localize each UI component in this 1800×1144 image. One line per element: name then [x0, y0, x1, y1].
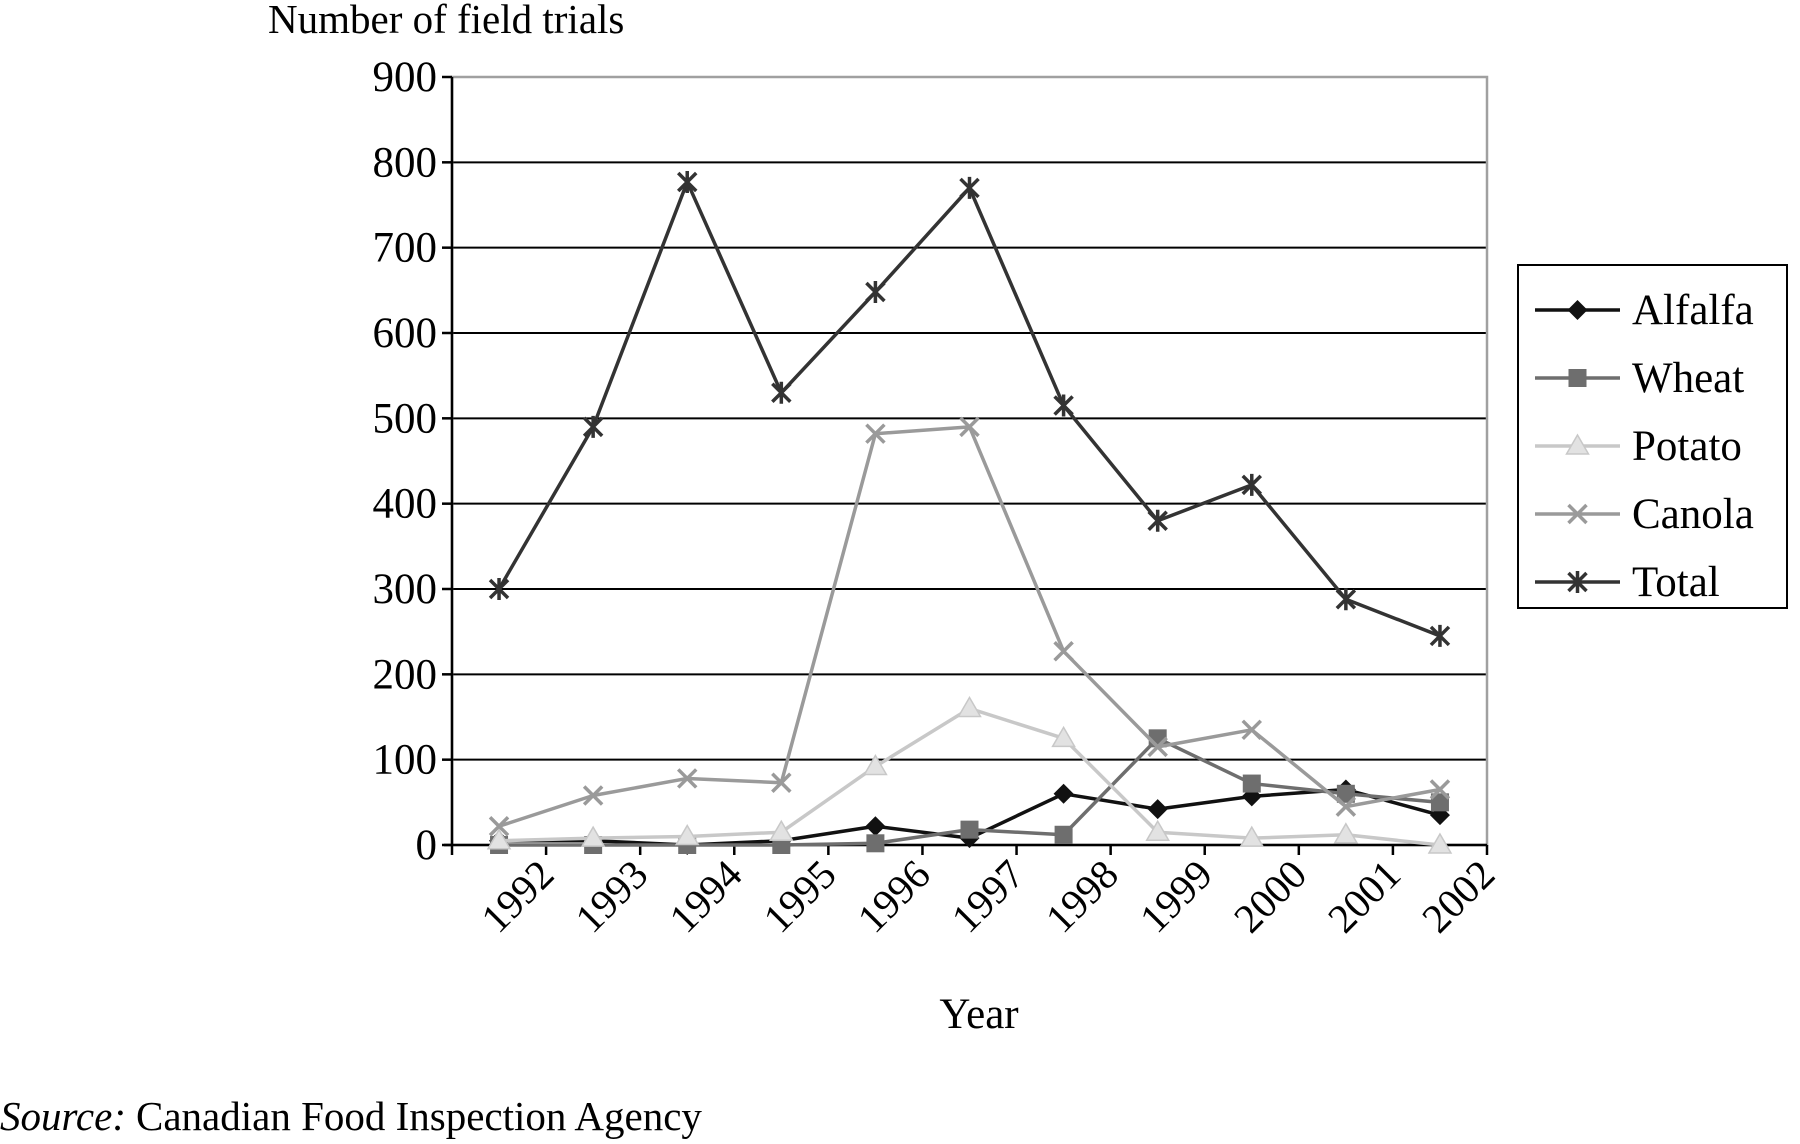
point-potato-2000 — [1239, 825, 1265, 847]
point-potato-1999 — [1145, 819, 1170, 841]
series-potato — [486, 695, 1453, 854]
legend-marker-wheat — [1568, 369, 1587, 387]
x-tick-label-1999: 1999 — [1131, 851, 1222, 942]
point-total-1993 — [582, 415, 604, 438]
point-canola-1994 — [676, 768, 698, 789]
point-potato-1993 — [580, 825, 606, 847]
y-tick-label-700: 700 — [373, 225, 438, 272]
point-canola-2001 — [1335, 796, 1357, 817]
point-potato-1996 — [863, 753, 888, 776]
point-wheat-2000 — [1242, 774, 1261, 793]
point-total-1992 — [488, 578, 510, 600]
legend-marker-alfalfa — [1567, 300, 1588, 320]
point-potato-2002 — [1427, 832, 1453, 854]
point-alfalfa-1999 — [1147, 799, 1168, 820]
y-tick-label-800: 800 — [373, 139, 438, 186]
point-potato-1994 — [674, 823, 700, 846]
x-tick-label-1995: 1995 — [754, 851, 845, 942]
legend: Alfalfa Wheat Potato Canola Total — [1517, 264, 1788, 609]
point-alfalfa-1998 — [1053, 783, 1074, 804]
y-tick-label-600: 600 — [373, 310, 438, 357]
y-tick-label-100: 100 — [373, 737, 438, 784]
x-tick-label-1994: 1994 — [660, 851, 751, 942]
source-prefix: Source: — [0, 1093, 126, 1139]
legend-item-potato: Potato — [1535, 423, 1742, 470]
point-canola-2002 — [1429, 779, 1451, 800]
series-group — [486, 170, 1453, 855]
legend-item-wheat: Wheat — [1535, 355, 1744, 402]
x-tick-label-1998: 1998 — [1036, 851, 1127, 942]
legend-label-potato: Potato — [1632, 423, 1742, 470]
x-tick-label-2000: 2000 — [1225, 851, 1316, 942]
point-alfalfa-1996 — [865, 816, 886, 837]
point-wheat-1998 — [1054, 825, 1073, 844]
source-text: Canadian Food Inspection Agency — [136, 1093, 702, 1139]
series-canola — [488, 416, 1451, 837]
series-total — [488, 170, 1451, 647]
point-potato-1995 — [769, 819, 794, 841]
y-tick-label-400: 400 — [373, 481, 438, 528]
point-total-1997 — [959, 176, 980, 199]
legend-item-alfalfa: Alfalfa — [1535, 287, 1754, 334]
series-line-total — [497, 180, 1441, 638]
point-potato-1998 — [1051, 725, 1076, 748]
x-tick-labels: 1992 1993 1994 1995 1996 1997 1998 1999 2000 2001… — [472, 851, 1503, 942]
legend-frame — [1517, 264, 1788, 609]
point-total-2000 — [1241, 473, 1263, 496]
x-tick-label-2001: 2001 — [1319, 851, 1410, 942]
y-tick-label-500: 500 — [373, 395, 438, 442]
x-axis-title: Year — [939, 991, 1018, 1038]
point-potato-1997 — [957, 695, 982, 718]
x-tick-label-2002: 2002 — [1413, 851, 1504, 942]
x-tick-label-1997: 1997 — [942, 851, 1033, 942]
point-total-1995 — [771, 381, 792, 404]
point-total-1998 — [1053, 394, 1074, 417]
legend-marker-total — [1567, 571, 1588, 593]
point-potato-2001 — [1333, 822, 1359, 844]
point-wheat-2001 — [1336, 784, 1355, 803]
point-canola-1999 — [1147, 736, 1168, 758]
legend-item-total: Total — [1535, 559, 1720, 606]
point-total-2001 — [1335, 588, 1357, 611]
legend-label-total: Total — [1632, 559, 1720, 606]
point-canola-1995 — [771, 772, 792, 793]
legend-item-canola: Canola — [1535, 491, 1754, 538]
legend-label-canola: Canola — [1632, 491, 1754, 538]
point-wheat-2002 — [1430, 793, 1449, 812]
x-tick-label-1992: 1992 — [472, 851, 563, 942]
point-canola-1997 — [959, 416, 980, 438]
point-wheat-1996 — [866, 834, 885, 853]
series-line-canola — [498, 425, 1441, 828]
point-canola-1992 — [488, 815, 510, 837]
legend-label-wheat: Wheat — [1632, 355, 1744, 402]
point-canola-1993 — [582, 785, 604, 806]
y-tick-label-0: 0 — [416, 822, 438, 869]
source-note: Source: Canadian Food Inspection Agency — [0, 1093, 702, 1139]
y-tick-labels: 0 100 200 300 400 500 600 700 800 900 — [373, 54, 438, 869]
point-canola-1998 — [1053, 641, 1074, 662]
point-total-1994 — [676, 170, 698, 193]
y-axis-title: Number of field trials — [268, 0, 624, 42]
y-tick-label-300: 300 — [373, 566, 438, 613]
legend-label-alfalfa: Alfalfa — [1632, 287, 1754, 334]
point-total-2002 — [1429, 624, 1451, 647]
x-tick-label-1993: 1993 — [566, 851, 657, 942]
point-canola-1996 — [865, 423, 886, 444]
y-tick-label-900: 900 — [373, 54, 438, 101]
point-potato-1992 — [486, 828, 512, 850]
legend-marker-potato — [1565, 433, 1590, 455]
point-total-1999 — [1147, 509, 1168, 532]
legend-marker-canola — [1567, 503, 1588, 525]
point-canola-2000 — [1241, 719, 1263, 741]
y-tick-label-200: 200 — [373, 651, 438, 698]
x-tick-label-1996: 1996 — [848, 851, 939, 942]
point-total-1996 — [865, 281, 886, 304]
point-wheat-1997 — [960, 820, 979, 839]
